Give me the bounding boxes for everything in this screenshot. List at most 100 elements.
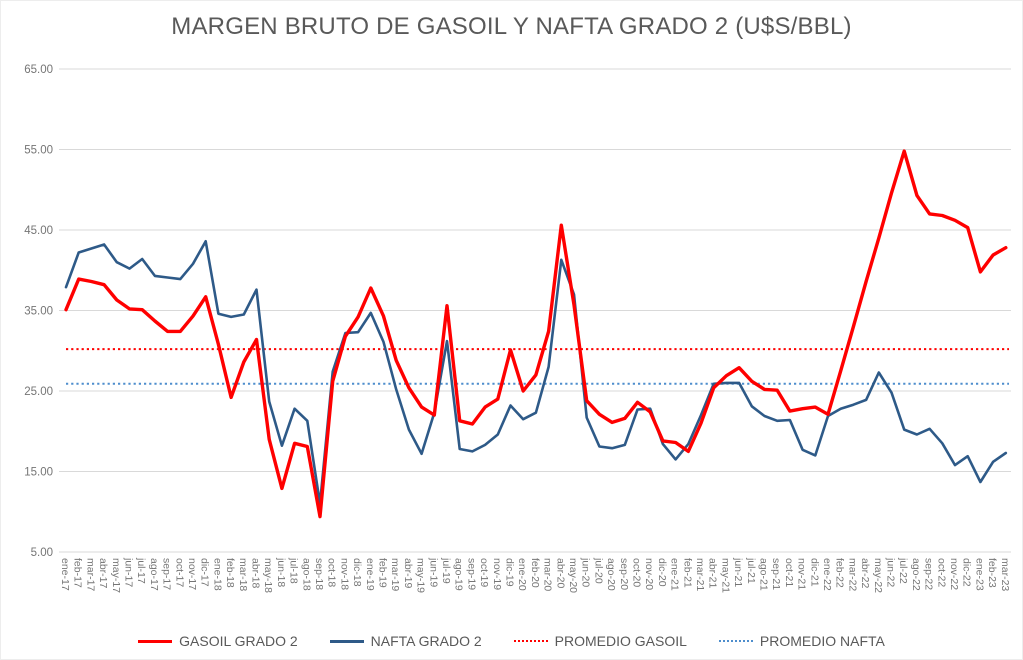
legend-label-gasoil: GASOIL GRADO 2 bbox=[179, 633, 298, 649]
x-axis-tick-label: mar-17 bbox=[84, 558, 96, 591]
x-axis-tick-label: sep-18 bbox=[313, 558, 325, 590]
x-axis-tick-label: jul-18 bbox=[288, 557, 300, 584]
y-axis-tick-label: 25.00 bbox=[24, 386, 53, 398]
x-axis-tick-label: may-17 bbox=[110, 558, 122, 593]
y-axis-tick-label: 65.00 bbox=[24, 64, 53, 76]
x-axis-tick-label: nov-22 bbox=[948, 558, 960, 590]
y-axis-tick-label: 5.00 bbox=[31, 547, 53, 559]
x-axis-tick-label: sep-21 bbox=[770, 558, 782, 590]
x-axis-tick-label: dic-20 bbox=[656, 558, 668, 587]
x-axis-tick-label: feb-17 bbox=[72, 558, 84, 588]
x-axis-tick-label: ago-18 bbox=[300, 558, 312, 591]
x-axis-tick-label: dic-19 bbox=[504, 558, 516, 587]
x-axis-tick-label: dic-17 bbox=[199, 558, 211, 587]
x-axis-tick-label: jul-20 bbox=[592, 557, 604, 584]
x-axis-tick-label: jun-21 bbox=[732, 557, 744, 587]
nafta-line-swatch bbox=[329, 639, 364, 643]
x-axis-tick-label: mar-20 bbox=[542, 558, 554, 591]
x-axis-tick-label: nov-17 bbox=[186, 558, 198, 590]
x-axis-tick-label: ago-21 bbox=[758, 558, 770, 591]
x-axis-tick-label: sep-22 bbox=[923, 558, 935, 590]
legend-label-promedio-gasoil: PROMEDIO GASOIL bbox=[554, 633, 687, 649]
x-axis-tick-label: ago-20 bbox=[605, 558, 617, 591]
y-axis-tick-label: 15.00 bbox=[24, 467, 53, 479]
x-axis-tick-label: may-22 bbox=[872, 558, 884, 593]
chart-legend: GASOIL GRADO 2 NAFTA GRADO 2 PROMEDIO GA… bbox=[1, 633, 1022, 649]
nafta-grado-2-line bbox=[64, 240, 1008, 506]
legend-item-gasoil: GASOIL GRADO 2 bbox=[138, 633, 298, 649]
x-axis-tick-label: feb-19 bbox=[377, 558, 389, 588]
x-axis-tick-label: nov-18 bbox=[338, 558, 350, 590]
y-axis-tick-label: 45.00 bbox=[24, 225, 53, 237]
legend-item-promedio-gasoil: PROMEDIO GASOIL bbox=[513, 633, 687, 649]
x-axis-tick-label: abr-21 bbox=[707, 558, 719, 589]
x-axis-tick-label: mar-21 bbox=[694, 558, 706, 591]
gasoil-line-swatch bbox=[138, 639, 173, 643]
x-axis-tick-label: jul-21 bbox=[745, 557, 757, 584]
legend-item-nafta: NAFTA GRADO 2 bbox=[329, 633, 482, 649]
x-axis-tick-label: ene-21 bbox=[669, 558, 681, 591]
y-axis-tick-label: 35.00 bbox=[24, 306, 53, 318]
promedio-gasoil-line-swatch bbox=[513, 640, 548, 642]
x-axis-tick-label: sep-19 bbox=[465, 558, 477, 590]
x-axis-tick-label: may-19 bbox=[415, 558, 427, 593]
x-axis-tick-label: ago-22 bbox=[910, 558, 922, 591]
gasoil-grado-2-line bbox=[64, 149, 1008, 519]
x-axis-tick-label: nov-20 bbox=[643, 558, 655, 590]
legend-item-promedio-nafta: PROMEDIO NAFTA bbox=[718, 633, 885, 649]
x-axis-tick-label: jun-19 bbox=[427, 557, 439, 587]
x-axis-tick-label: may-21 bbox=[719, 558, 731, 593]
x-axis-tick-label: jun-20 bbox=[580, 557, 592, 587]
x-axis-tick-label: ago-19 bbox=[453, 558, 465, 591]
x-axis-tick-label: may-20 bbox=[567, 558, 579, 593]
x-axis-tick-label: feb-18 bbox=[224, 558, 236, 588]
x-axis-tick-label: abr-18 bbox=[250, 558, 262, 589]
x-axis-tick-label: jun-17 bbox=[123, 557, 135, 587]
x-axis-tick-label: ene-22 bbox=[821, 558, 833, 591]
x-axis-tick-label: abr-19 bbox=[402, 558, 414, 589]
x-axis-tick-label: nov-21 bbox=[796, 558, 808, 590]
x-axis-tick-label: jun-18 bbox=[275, 557, 287, 587]
x-axis-tick-label: oct-22 bbox=[935, 558, 947, 587]
x-axis-tick-label: abr-17 bbox=[97, 558, 109, 589]
line-chart-plot-area: 65.00 55.00 45.00 35.00 25.00 15.00 5.00 ene-17… bbox=[24, 64, 1011, 593]
legend-label-nafta: NAFTA GRADO 2 bbox=[370, 633, 482, 649]
x-axis-tick-label: sep-20 bbox=[618, 558, 630, 590]
x-axis-tick-label: feb-20 bbox=[529, 558, 541, 588]
x-axis-tick-label: feb-23 bbox=[986, 558, 998, 588]
x-axis-tick-label: may-18 bbox=[262, 558, 274, 593]
x-axis-tick-label: jul-19 bbox=[440, 557, 452, 584]
x-axis-tick-label: oct-20 bbox=[631, 558, 643, 587]
x-axis-tick-label: abr-20 bbox=[554, 558, 566, 589]
x-axis-tick-label: oct-17 bbox=[173, 558, 185, 587]
x-axis-tick-label: jun-22 bbox=[885, 557, 897, 587]
x-axis-tick-label: ene-17 bbox=[59, 558, 71, 591]
y-axis-tick-label: 55.00 bbox=[24, 145, 53, 157]
x-axis-tick-label: oct-18 bbox=[326, 558, 338, 587]
x-axis-tick-label: mar-18 bbox=[237, 558, 249, 591]
x-axis-tick-label: ene-19 bbox=[364, 558, 376, 591]
x-axis-tick-label: mar-22 bbox=[846, 558, 858, 591]
x-axis-tick-label: sep-17 bbox=[161, 558, 173, 590]
x-axis-tick-label: dic-21 bbox=[808, 558, 820, 587]
x-axis-tick-label: nov-19 bbox=[491, 558, 503, 590]
x-axis-tick-label: mar-23 bbox=[999, 558, 1011, 591]
x-axis-tick-label: jul-17 bbox=[135, 557, 147, 584]
x-axis-tick-label: dic-22 bbox=[961, 558, 973, 587]
x-axis-tick-label: oct-21 bbox=[783, 558, 795, 587]
x-axis-tick-label: ago-17 bbox=[148, 558, 160, 591]
x-axis-tick-label: ene-18 bbox=[211, 558, 223, 591]
x-axis-tick-label: jul-22 bbox=[897, 557, 909, 584]
x-axis-tick-label: dic-18 bbox=[351, 558, 363, 587]
legend-label-promedio-nafta: PROMEDIO NAFTA bbox=[759, 633, 885, 649]
x-axis-tick-label: mar-19 bbox=[389, 558, 401, 591]
promedio-nafta-line-swatch bbox=[718, 640, 753, 642]
x-axis-tick-label: ene-23 bbox=[973, 558, 985, 591]
x-axis-tick-label: feb-21 bbox=[681, 558, 693, 588]
x-axis-tick-label: ene-20 bbox=[516, 558, 528, 591]
x-axis-tick-label: feb-22 bbox=[834, 558, 846, 588]
x-axis-tick-label: abr-22 bbox=[859, 558, 871, 589]
chart-title: MARGEN BRUTO DE GASOIL Y NAFTA GRADO 2 (… bbox=[171, 13, 852, 40]
x-axis-tick-label: oct-19 bbox=[478, 558, 490, 587]
